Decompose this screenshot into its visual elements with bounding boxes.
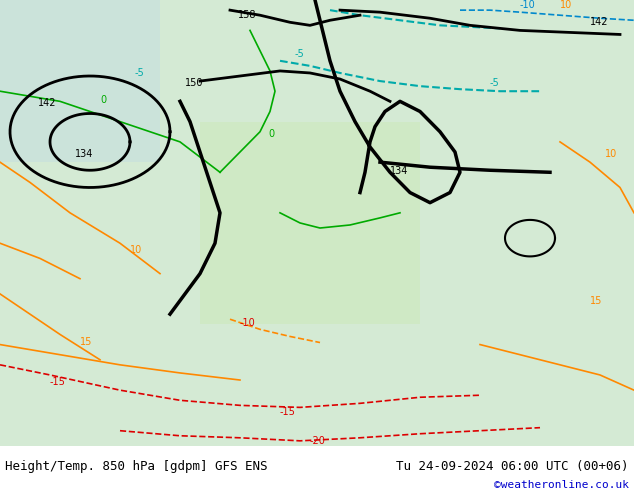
Text: 150: 150 xyxy=(185,78,204,88)
Text: 142: 142 xyxy=(590,17,609,27)
Text: -5: -5 xyxy=(490,78,500,88)
Text: -15: -15 xyxy=(50,377,66,387)
Text: 134: 134 xyxy=(390,166,408,176)
Polygon shape xyxy=(200,122,420,324)
Polygon shape xyxy=(0,0,634,446)
Text: 134: 134 xyxy=(75,149,93,159)
Text: 0: 0 xyxy=(100,96,106,105)
Text: -10: -10 xyxy=(240,318,256,328)
Text: -20: -20 xyxy=(310,436,326,446)
Polygon shape xyxy=(0,0,160,162)
Text: -10: -10 xyxy=(520,0,536,10)
Text: -5: -5 xyxy=(295,49,305,59)
Text: 10: 10 xyxy=(605,149,618,159)
Text: Height/Temp. 850 hPa [gdpm] GFS ENS: Height/Temp. 850 hPa [gdpm] GFS ENS xyxy=(5,460,268,473)
Text: 142: 142 xyxy=(38,98,56,108)
Text: ©weatheronline.co.uk: ©weatheronline.co.uk xyxy=(494,480,629,490)
Text: 10: 10 xyxy=(130,245,142,255)
Text: 15: 15 xyxy=(80,337,93,346)
Text: 10: 10 xyxy=(560,0,573,10)
Text: 158: 158 xyxy=(238,10,257,20)
Text: -15: -15 xyxy=(280,408,296,417)
Text: Tu 24-09-2024 06:00 UTC (00+06): Tu 24-09-2024 06:00 UTC (00+06) xyxy=(396,460,629,473)
Text: 0: 0 xyxy=(268,129,274,139)
Text: -5: -5 xyxy=(135,68,145,78)
Text: 15: 15 xyxy=(590,296,602,306)
